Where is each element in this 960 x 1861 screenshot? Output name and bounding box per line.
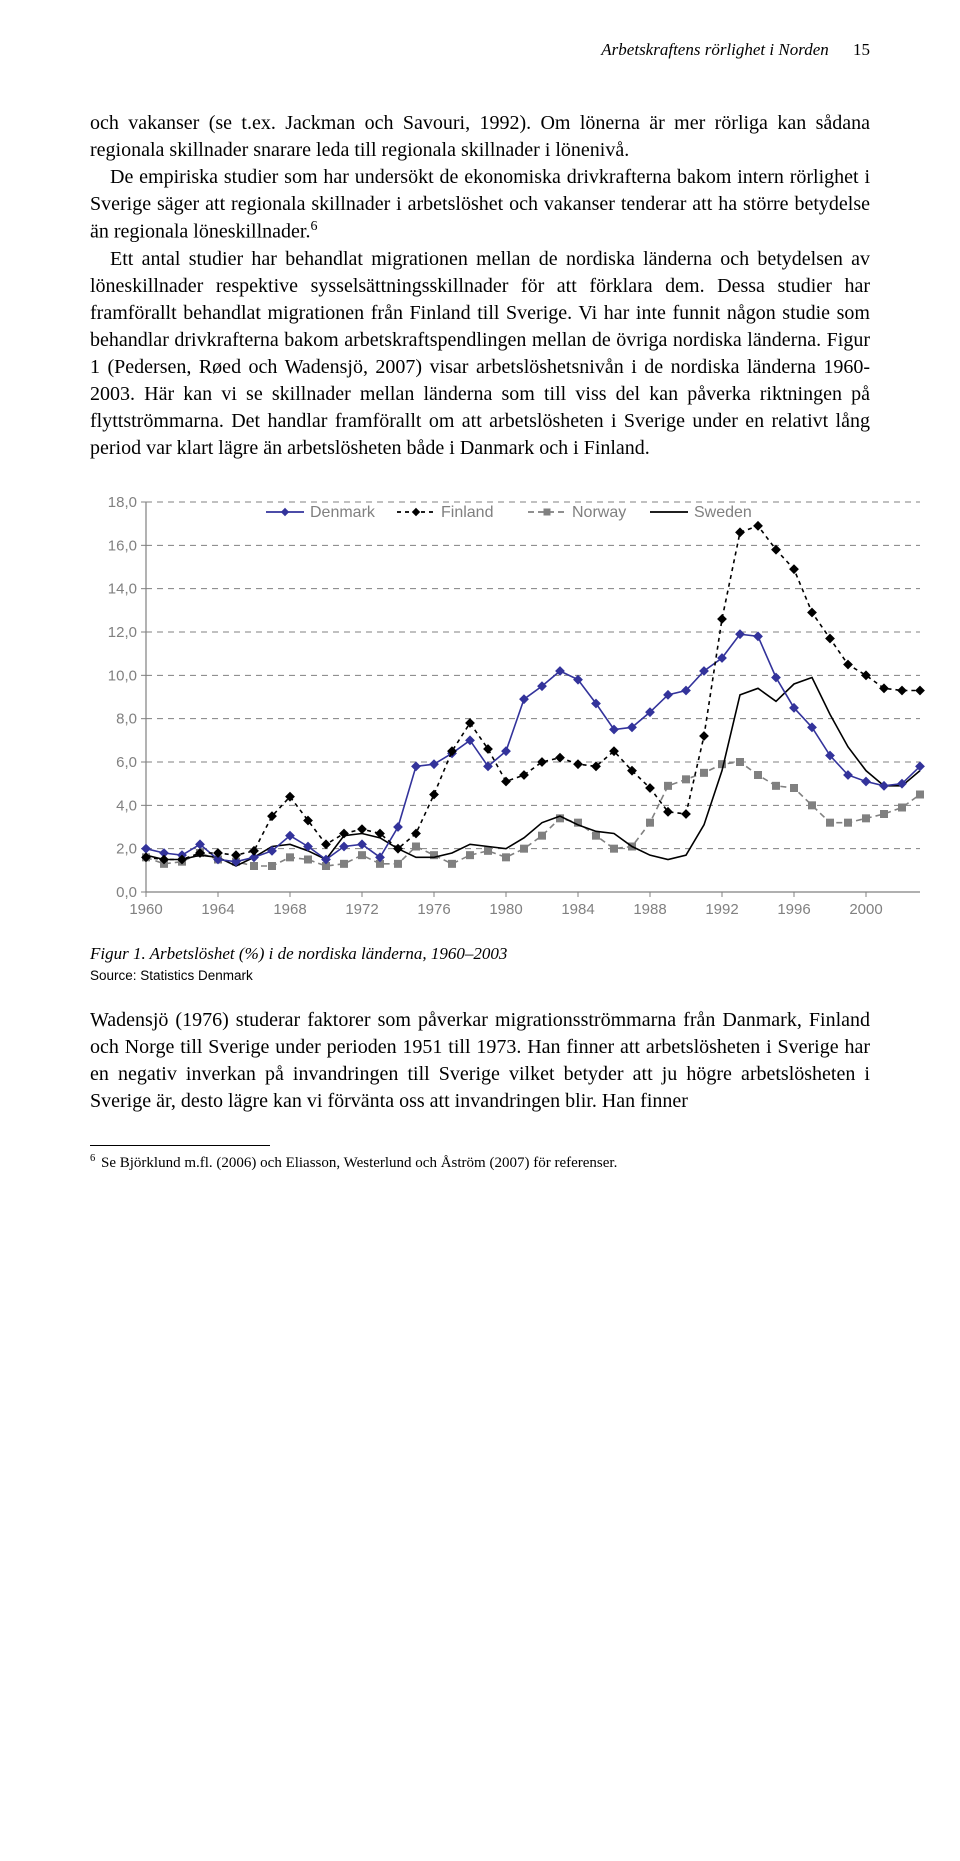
svg-text:14,0: 14,0 (108, 580, 137, 597)
svg-text:12,0: 12,0 (108, 624, 137, 641)
svg-text:1964: 1964 (201, 901, 234, 918)
svg-text:1960: 1960 (129, 901, 162, 918)
svg-text:0,0: 0,0 (116, 884, 137, 901)
paragraph-1: och vakanser (se t.ex. Jackman och Savou… (90, 110, 870, 164)
body-text-bottom: Wadensjö (1976) studerar faktorer som på… (90, 1007, 870, 1115)
svg-text:1984: 1984 (561, 901, 594, 918)
svg-text:Norway: Norway (572, 504, 626, 521)
svg-text:1992: 1992 (705, 901, 738, 918)
svg-text:1996: 1996 (777, 901, 810, 918)
svg-text:Denmark: Denmark (310, 504, 376, 521)
footnote-separator (90, 1145, 270, 1146)
figure-source: Source: Statistics Denmark (90, 968, 870, 983)
running-header: Arbetskraftens rörlighet i Norden 15 (90, 40, 870, 60)
svg-text:16,0: 16,0 (108, 537, 137, 554)
svg-text:6,0: 6,0 (116, 754, 137, 771)
svg-text:1968: 1968 (273, 901, 306, 918)
paragraph-2: De empiriska studier som har undersökt d… (90, 164, 870, 246)
page-number: 15 (853, 40, 870, 59)
svg-text:10,0: 10,0 (108, 667, 137, 684)
unemployment-chart: 0,0 2,0 4,0 6,0 8,0 10,0 12,0 14,0 16,0 18,0 1960 1… (90, 492, 870, 932)
svg-text:Finland: Finland (441, 504, 493, 521)
paragraph-3: Ett antal studier har behandlat migratio… (90, 246, 870, 462)
svg-text:2,0: 2,0 (116, 840, 137, 857)
svg-text:1988: 1988 (633, 901, 666, 918)
svg-text:2000: 2000 (849, 901, 882, 918)
running-title: Arbetskraftens rörlighet i Norden (601, 40, 828, 59)
svg-text:1972: 1972 (345, 901, 378, 918)
svg-text:1980: 1980 (489, 901, 522, 918)
svg-text:4,0: 4,0 (116, 797, 137, 814)
footnote: 6 Se Björklund m.fl. (2006) och Eliasson… (90, 1152, 870, 1174)
svg-text:Sweden: Sweden (694, 504, 752, 521)
svg-text:1976: 1976 (417, 901, 450, 918)
body-text-top: och vakanser (se t.ex. Jackman och Savou… (90, 110, 870, 462)
svg-text:18,0: 18,0 (108, 494, 137, 511)
svg-text:8,0: 8,0 (116, 710, 137, 727)
paragraph-4: Wadensjö (1976) studerar faktorer som på… (90, 1007, 870, 1115)
figure-caption: Figur 1. Arbetslöshet (%) i de nordiska … (90, 944, 870, 964)
chart-svg: 0,0 2,0 4,0 6,0 8,0 10,0 12,0 14,0 16,0 18,0 1960 1… (90, 492, 930, 932)
